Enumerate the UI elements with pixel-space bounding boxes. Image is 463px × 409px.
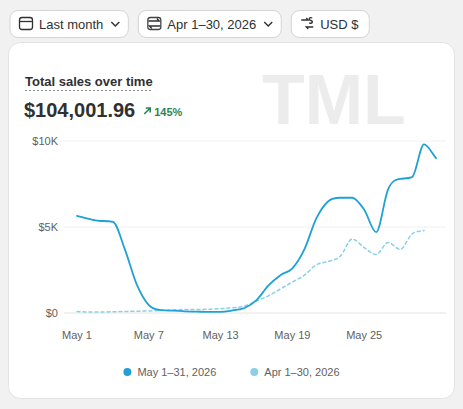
- plot-area: [77, 144, 436, 312]
- y-tick-label: $5K: [38, 221, 58, 233]
- grid-line: [64, 227, 446, 228]
- button-label: USD $: [320, 17, 359, 32]
- legend-swatch: [250, 368, 258, 376]
- chevron: [111, 22, 119, 26]
- series-line: [77, 230, 424, 312]
- grid-line: [64, 313, 446, 314]
- toolbar-button[interactable]: Apr 1–30, 2026: [138, 11, 281, 38]
- button-icon: [301, 18, 313, 29]
- legend-swatch: [123, 368, 131, 376]
- button-frame: [138, 11, 281, 38]
- card: [9, 43, 455, 399]
- chevron: [264, 22, 272, 26]
- chart-title: Total sales over time: [25, 74, 153, 89]
- x-tick-label: May 13: [203, 329, 239, 341]
- button-frame: [10, 11, 128, 38]
- change-arrow: [144, 108, 150, 114]
- series-line: [77, 144, 436, 312]
- calendar-icon: [20, 18, 33, 30]
- calendar-icon: [20, 21, 33, 22]
- legend-label: May 1–31, 2026: [137, 366, 216, 378]
- legend-label: Apr 1–30, 2026: [264, 366, 339, 378]
- legend-item: Apr 1–30, 2026: [250, 366, 339, 378]
- toolbar-button[interactable]: USD $: [291, 11, 369, 38]
- button-label: Apr 1–30, 2026: [167, 17, 256, 32]
- legend: May 1–31, 2026 Apr 1–30, 2026: [123, 366, 339, 378]
- grid-line: [64, 141, 446, 142]
- button-label: Last month: [39, 17, 103, 32]
- watermark: TML: [262, 61, 406, 139]
- y-tick-label: $10K: [32, 135, 58, 147]
- button-icon: [148, 18, 161, 30]
- currency-icon: [309, 18, 312, 24]
- compare-icon: [148, 18, 161, 30]
- x-tick-label: May 19: [274, 329, 310, 341]
- total-value: $104,001.96: [24, 99, 135, 121]
- x-tick-label: May 1: [62, 329, 92, 341]
- title-underline: [25, 90, 153, 91]
- button-icon: [20, 18, 33, 30]
- page: Last month Apr 1–30, 2026 USD $ TML Total sa…: [0, 0, 463, 409]
- y-tick-label: $0: [46, 307, 58, 319]
- change-value: 145%: [154, 106, 182, 118]
- x-tick-label: May 7: [134, 329, 164, 341]
- compare-icon: [148, 19, 160, 29]
- x-tick-label: May 25: [346, 329, 382, 341]
- button-frame: [291, 11, 369, 38]
- toolbar-button[interactable]: Last month: [10, 11, 128, 38]
- legend-item: May 1–31, 2026: [123, 366, 216, 378]
- currency-icon: [301, 18, 313, 29]
